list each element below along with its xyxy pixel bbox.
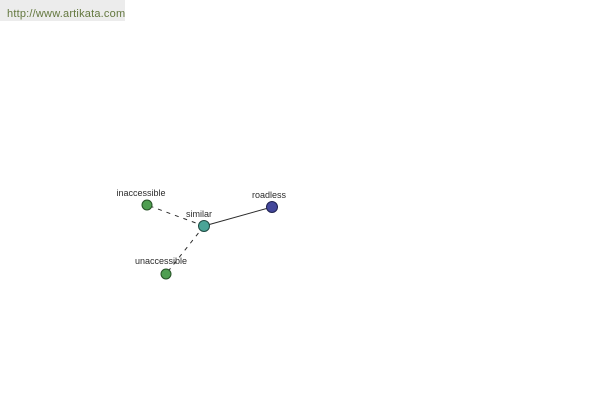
node-label-unaccessible: unaccessible [135, 256, 187, 266]
graph-node-inaccessible[interactable] [141, 199, 153, 211]
edge-similar-roadless [203, 206, 273, 227]
nodes-layer: similar inaccessible roadless unaccessible [116, 188, 287, 280]
graph-node-roadless[interactable] [266, 201, 278, 213]
url-text: http://www.artikata.com [7, 8, 126, 20]
node-label-similar: similar [186, 209, 212, 219]
browser-url-bar[interactable]: http://www.artikata.com [0, 0, 125, 21]
edges-layer [146, 204, 273, 275]
edge-similar-unaccessible [165, 225, 205, 275]
edge-similar-inaccessible [146, 204, 205, 227]
node-label-inaccessible: inaccessible [116, 188, 165, 198]
node-label-roadless: roadless [252, 190, 287, 200]
graph-node-similar[interactable] [198, 220, 210, 232]
graph-node-unaccessible[interactable] [160, 268, 172, 280]
